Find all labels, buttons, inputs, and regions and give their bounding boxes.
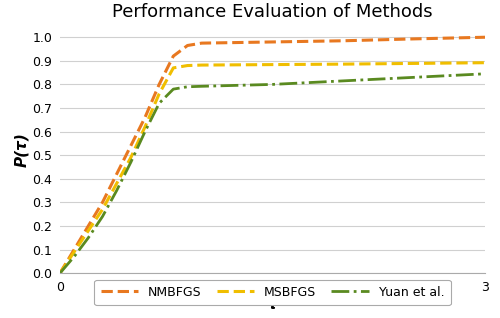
NMBFGS: [142, 115, 148, 119]
NMBFGS: [270, 40, 276, 44]
Title: Performance Evaluation of Methods: Performance Evaluation of Methods: [112, 3, 433, 21]
Yuan et al.: [114, 189, 119, 192]
NMBFGS: [170, 54, 176, 58]
MSBFGS: [270, 63, 276, 66]
Line: NMBFGS: NMBFGS: [60, 37, 485, 273]
Yuan et al.: [198, 84, 204, 88]
Line: MSBFGS: MSBFGS: [60, 63, 485, 273]
NMBFGS: [100, 200, 105, 204]
Yuan et al.: [270, 82, 276, 86]
NMBFGS: [198, 41, 204, 45]
Yuan et al.: [482, 72, 488, 76]
NMBFGS: [86, 224, 91, 228]
Line: Yuan et al.: Yuan et al.: [60, 74, 485, 273]
MSBFGS: [482, 61, 488, 65]
NMBFGS: [71, 248, 77, 252]
MSBFGS: [86, 229, 91, 232]
NMBFGS: [156, 82, 162, 86]
MSBFGS: [411, 61, 417, 65]
MSBFGS: [156, 92, 162, 96]
MSBFGS: [114, 182, 119, 185]
MSBFGS: [184, 64, 190, 67]
Legend: NMBFGS, MSBFGS, Yuan et al.: NMBFGS, MSBFGS, Yuan et al.: [94, 280, 451, 305]
Yuan et al.: [156, 101, 162, 105]
Yuan et al.: [71, 255, 77, 259]
MSBFGS: [142, 125, 148, 129]
NMBFGS: [184, 44, 190, 47]
Yuan et al.: [340, 79, 346, 83]
MSBFGS: [340, 62, 346, 66]
NMBFGS: [128, 144, 134, 148]
NMBFGS: [57, 271, 63, 275]
NMBFGS: [482, 35, 488, 39]
MSBFGS: [170, 66, 176, 70]
Yuan et al.: [57, 271, 63, 275]
Yuan et al.: [411, 75, 417, 79]
Yuan et al.: [128, 160, 134, 164]
Y-axis label: P(τ): P(τ): [14, 132, 30, 167]
NMBFGS: [411, 37, 417, 41]
Yuan et al.: [184, 85, 190, 89]
MSBFGS: [57, 271, 63, 275]
MSBFGS: [71, 250, 77, 254]
MSBFGS: [198, 63, 204, 67]
MSBFGS: [100, 208, 105, 211]
X-axis label: τ: τ: [268, 296, 278, 312]
Yuan et al.: [86, 236, 91, 240]
Yuan et al.: [142, 130, 148, 134]
Yuan et al.: [100, 215, 105, 218]
MSBFGS: [128, 156, 134, 159]
NMBFGS: [340, 39, 346, 43]
Yuan et al.: [170, 87, 176, 91]
NMBFGS: [114, 172, 119, 176]
